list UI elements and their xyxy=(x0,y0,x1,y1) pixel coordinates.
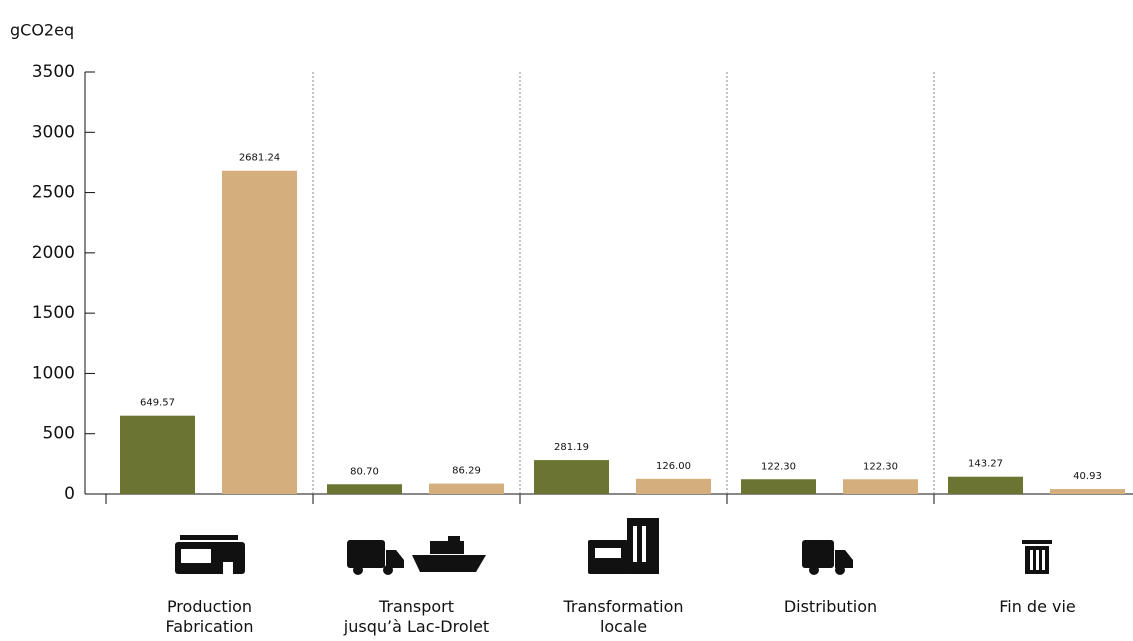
x-tick-label: Transformation locale xyxy=(563,597,684,636)
icons xyxy=(175,518,1052,575)
value-label: 649.57 xyxy=(140,398,175,409)
bar xyxy=(120,415,195,494)
y-tick-label: 2000 xyxy=(32,243,75,263)
bar xyxy=(843,479,918,494)
bar xyxy=(327,484,402,494)
value-label: 126.00 xyxy=(656,461,691,472)
y-tick-label: 500 xyxy=(43,424,75,444)
value-label: 122.30 xyxy=(863,461,898,472)
value-label: 281.19 xyxy=(554,442,589,453)
bar xyxy=(948,476,1023,494)
bar xyxy=(222,170,297,494)
x-tick-label: Fin de vie xyxy=(999,597,1076,616)
value-label: 86.29 xyxy=(452,466,481,477)
x-tick-label: Distribution xyxy=(783,597,878,616)
x-tick-label: Production Fabrication xyxy=(165,597,254,636)
bar xyxy=(1050,489,1125,494)
bar xyxy=(429,483,504,494)
y-tick-label: 3000 xyxy=(32,122,75,142)
x-tick-label: Transport jusqu’à Lac-Drolet xyxy=(343,597,490,636)
bar xyxy=(636,478,711,494)
bar xyxy=(534,460,609,494)
y-tick-label: 1000 xyxy=(32,363,75,383)
y-tick-label: 3500 xyxy=(32,62,75,82)
y-tick-label: 1500 xyxy=(32,303,75,323)
value-label: 122.30 xyxy=(761,461,796,472)
y-tick-label: 2500 xyxy=(32,183,75,203)
y-tick-label: 0 xyxy=(64,484,75,504)
value-label: 143.27 xyxy=(968,459,1003,470)
value-label: 40.93 xyxy=(1073,471,1102,482)
y-axis-label: gCO2eq xyxy=(10,21,74,40)
value-label: 80.70 xyxy=(350,466,379,477)
bar xyxy=(741,479,816,494)
value-label: 2681.24 xyxy=(239,153,280,164)
